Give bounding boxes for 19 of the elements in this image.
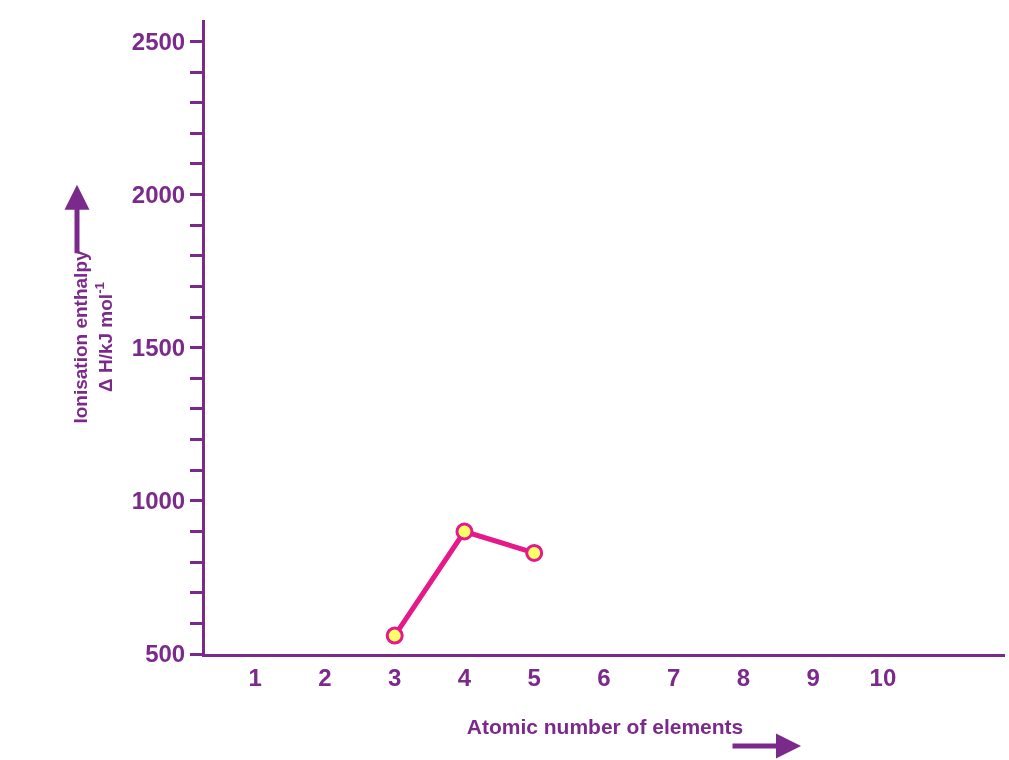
x-tick-label: 5 <box>527 663 541 691</box>
x-tick-label: 2 <box>318 663 332 691</box>
x-tick-label: 1 <box>248 663 262 691</box>
y-tick-label: 2000 <box>131 180 186 208</box>
point <box>385 626 404 645</box>
x-tick-label: 8 <box>736 663 751 691</box>
x-tick-label: 6 <box>597 663 611 691</box>
point <box>455 522 474 541</box>
x-tick-label: 4 <box>457 663 472 691</box>
y-tick-label: 1000 <box>131 487 186 515</box>
y-tick-label: 2500 <box>131 27 186 55</box>
y-tick-label: 1500 <box>131 334 186 362</box>
y-tick-label: 500 <box>145 640 186 668</box>
x-tick-label: 10 <box>869 663 897 691</box>
x-tick-label: 9 <box>806 663 820 691</box>
x-axis-title: Atomic number of elements <box>466 715 744 738</box>
x-tick-label: 7 <box>667 663 681 691</box>
point <box>525 543 544 562</box>
x-tick-label: 3 <box>388 663 402 691</box>
